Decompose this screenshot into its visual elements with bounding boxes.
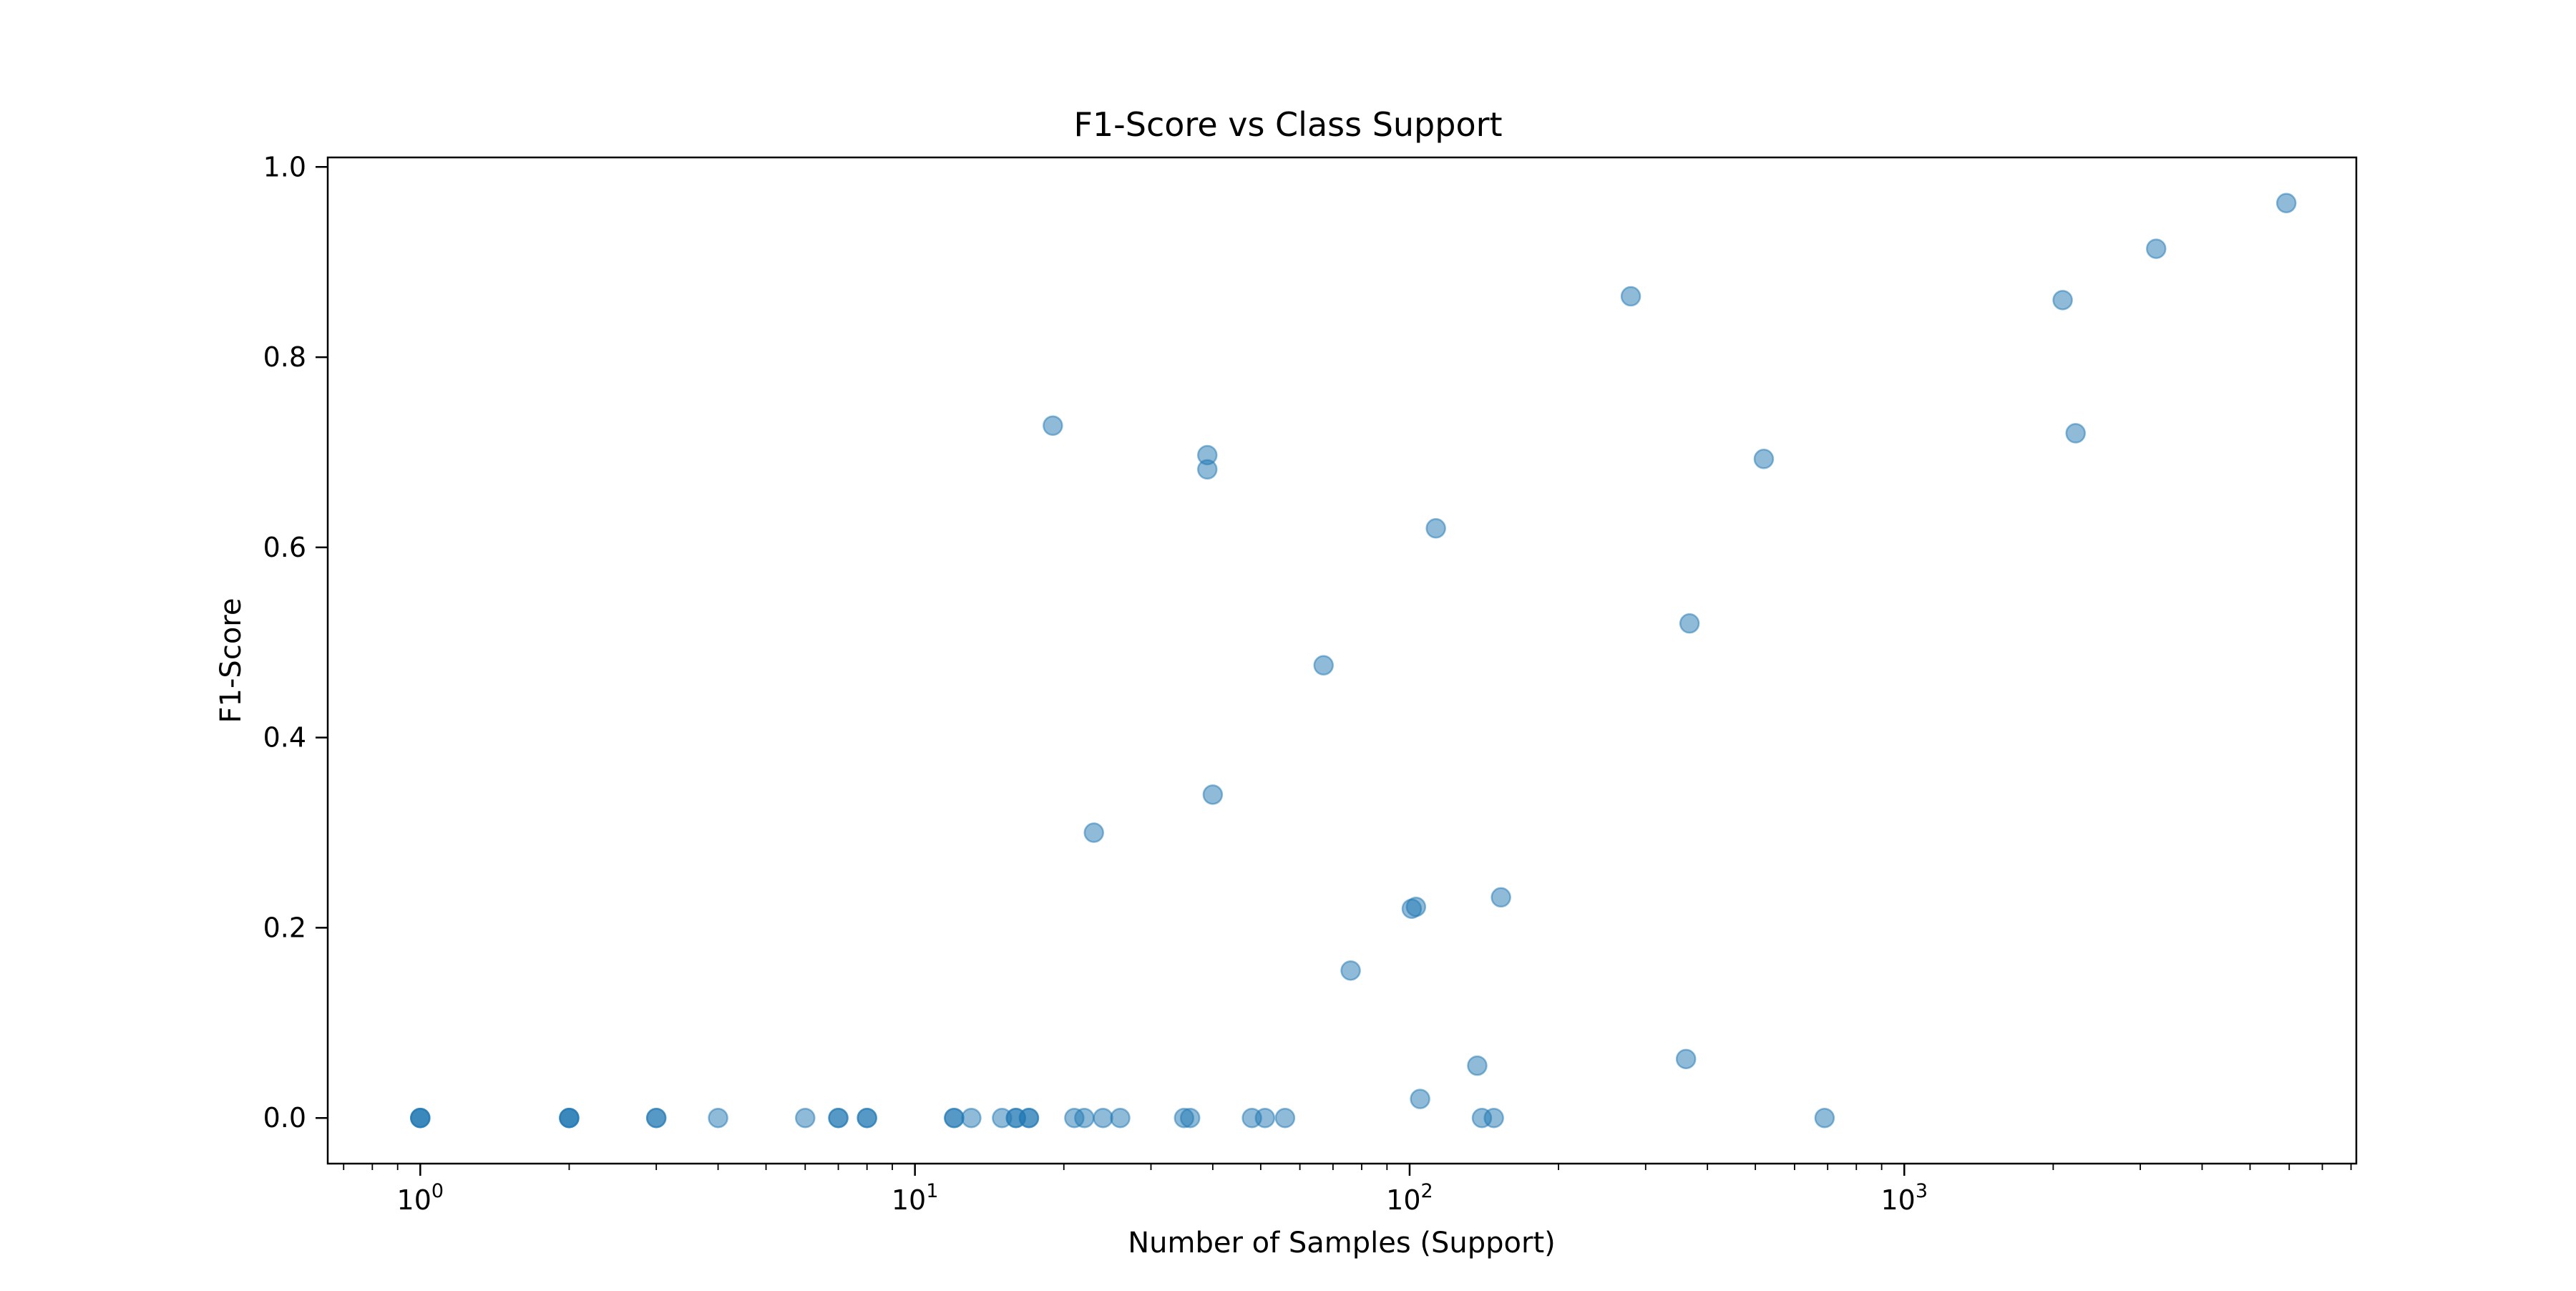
data-point [1018, 1107, 1040, 1129]
y-tick-label: 0.8 [263, 341, 306, 373]
data-point [645, 1107, 667, 1129]
y-tick-label: 0.4 [263, 722, 306, 754]
data-point [1179, 1107, 1201, 1129]
data-point [1202, 784, 1224, 805]
y-tick-label: 0.2 [263, 912, 306, 943]
data-point [1274, 1107, 1296, 1129]
data-point [857, 1107, 877, 1129]
data-point [1043, 415, 1063, 437]
plot-frame [326, 156, 2358, 1165]
data-point [1620, 286, 1641, 307]
data-point [1814, 1107, 1835, 1129]
data-point [828, 1107, 849, 1129]
data-point [1405, 896, 1427, 917]
data-point [1410, 1088, 1430, 1109]
data-point [944, 1107, 965, 1129]
data-point [1679, 613, 1700, 634]
x-tick-label: 103 [1880, 1180, 1928, 1216]
data-point [2275, 193, 2297, 214]
x-tick-label: 102 [1386, 1180, 1433, 1216]
data-point [961, 1107, 982, 1129]
data-point [708, 1107, 728, 1129]
data-point [2052, 290, 2073, 311]
data-point [1467, 1055, 1488, 1076]
points-layer [410, 193, 2297, 1129]
data-point [1425, 518, 1446, 539]
x-axis-label: Number of Samples (Support) [1128, 1227, 1556, 1260]
data-point [1254, 1107, 1276, 1129]
data-point [1753, 449, 1775, 469]
data-point [559, 1107, 580, 1129]
data-point [2065, 423, 2086, 444]
x-tick-label: 100 [397, 1180, 444, 1216]
data-point [1340, 960, 1361, 981]
data-point [1074, 1107, 1095, 1129]
data-point [1491, 887, 1511, 908]
data-point [2146, 238, 2167, 259]
data-point [1083, 822, 1104, 843]
y-tick-label: 0.0 [263, 1102, 306, 1134]
data-point [1093, 1107, 1113, 1129]
chart-title: F1-Score vs Class Support [1073, 105, 1502, 144]
data-point [1313, 655, 1334, 676]
data-point [795, 1107, 816, 1129]
data-point [1483, 1107, 1504, 1129]
data-point [1675, 1048, 1697, 1070]
ticks-layer: 0.0 0.2 0.4 0.6 0.8 1.0 100 101 102 103 [263, 151, 2352, 1216]
data-point [1110, 1107, 1131, 1129]
y-tick-label: 1.0 [263, 151, 306, 182]
data-point [1197, 459, 1218, 480]
y-axis-label: F1-Score [215, 598, 248, 724]
y-tick-label: 0.6 [263, 532, 306, 563]
x-tick-label: 101 [892, 1180, 939, 1216]
data-point [410, 1107, 431, 1129]
